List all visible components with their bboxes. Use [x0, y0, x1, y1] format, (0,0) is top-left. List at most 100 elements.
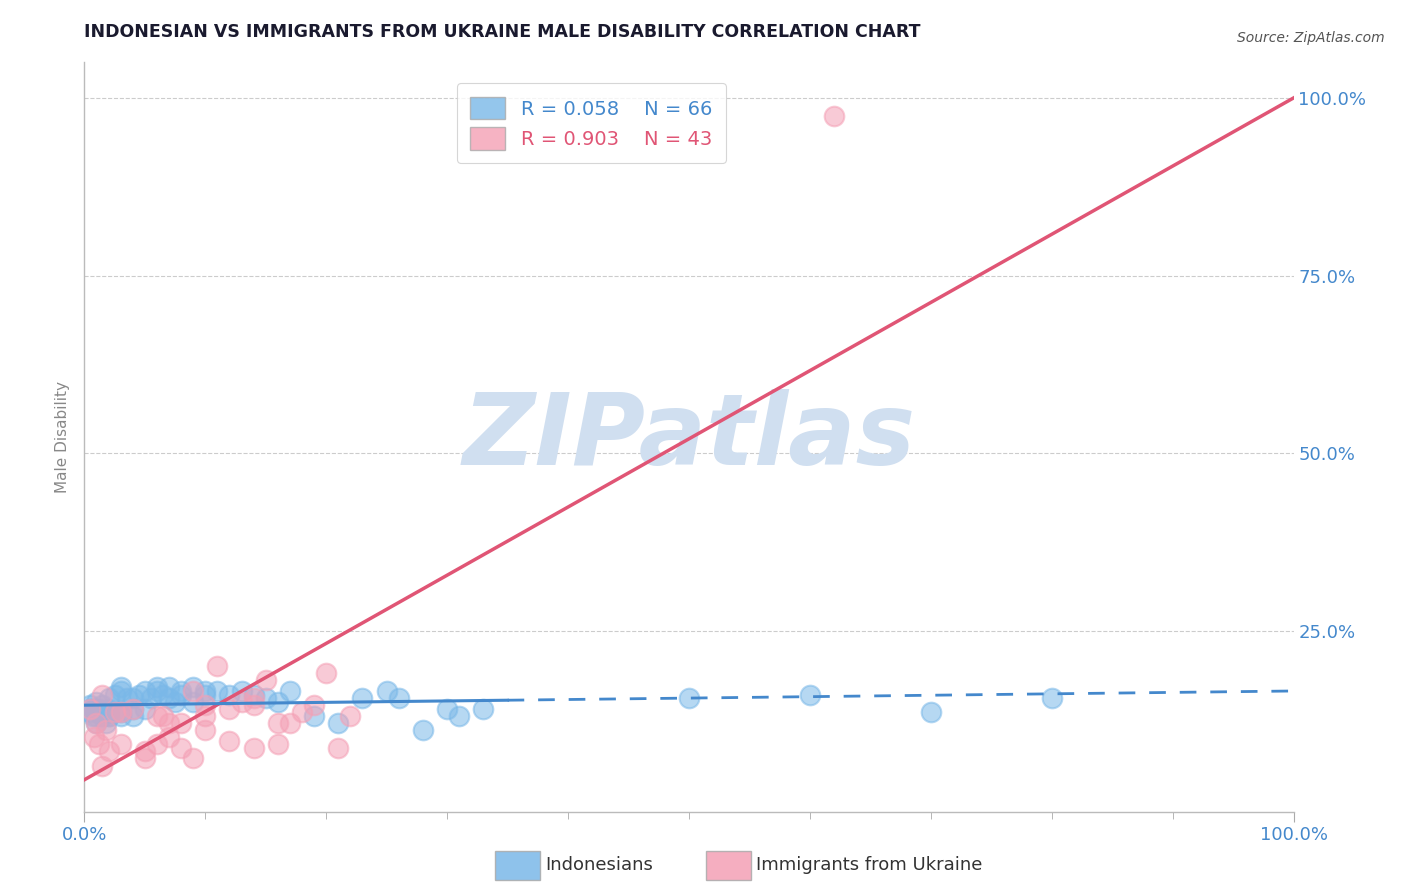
Point [91, 709, 114, 723]
Point [181, 681, 204, 695]
Point [97, 706, 120, 720]
Point [139, 691, 162, 706]
Point [86, 715, 108, 730]
Point [134, 744, 156, 758]
Y-axis label: Male Disability: Male Disability [55, 381, 70, 493]
Point [146, 737, 169, 751]
Point [87, 737, 110, 751]
Point [121, 691, 143, 706]
Point [218, 733, 240, 747]
Point [315, 666, 337, 681]
Point [79, 702, 101, 716]
Text: Indonesians: Indonesians [546, 856, 654, 874]
Point [121, 702, 143, 716]
Point [207, 659, 229, 673]
Point [242, 688, 264, 702]
Point [472, 702, 495, 716]
Point [91, 698, 114, 713]
Point [157, 715, 180, 730]
Point [94, 723, 117, 737]
Point [218, 688, 240, 702]
Point [79, 702, 101, 716]
Point [302, 698, 325, 713]
Point [242, 691, 264, 706]
Point [128, 688, 150, 702]
Point [328, 740, 350, 755]
Point [231, 684, 253, 698]
Point [242, 698, 264, 713]
Text: Source: ZipAtlas.com: Source: ZipAtlas.com [1237, 31, 1385, 45]
Point [104, 706, 127, 720]
Point [291, 706, 314, 720]
Point [352, 691, 374, 706]
Text: ZIPatlas: ZIPatlas [463, 389, 915, 485]
Point [278, 715, 301, 730]
Point [194, 688, 217, 702]
Point [170, 684, 193, 698]
Point [412, 723, 434, 737]
Point [104, 688, 127, 702]
Point [181, 684, 204, 698]
Point [97, 709, 120, 723]
Point [121, 709, 143, 723]
Text: INDONESIAN VS IMMIGRANTS FROM UKRAINE MALE DISABILITY CORRELATION CHART: INDONESIAN VS IMMIGRANTS FROM UKRAINE MA… [84, 23, 921, 41]
Point [146, 684, 169, 698]
Point [146, 709, 169, 723]
Point [328, 715, 350, 730]
Point [920, 706, 942, 720]
Point [170, 688, 193, 702]
Point [87, 702, 110, 716]
Text: Immigrants from Ukraine: Immigrants from Ukraine [756, 856, 983, 874]
Point [97, 744, 120, 758]
Point [207, 684, 229, 698]
Point [799, 688, 821, 702]
Point [91, 758, 114, 772]
Point [110, 737, 132, 751]
Point [449, 709, 471, 723]
Point [97, 691, 120, 706]
Point [152, 688, 174, 702]
Point [104, 706, 127, 720]
Point [79, 698, 101, 713]
Point [165, 695, 187, 709]
Point [823, 109, 845, 123]
Point [181, 695, 204, 709]
Point [436, 702, 458, 716]
Point [115, 691, 138, 706]
Point [97, 702, 120, 716]
Point [278, 684, 301, 698]
Point [157, 691, 180, 706]
Point [83, 702, 105, 716]
Point [157, 730, 180, 744]
Point [194, 723, 217, 737]
Point [86, 709, 108, 723]
Point [83, 730, 105, 744]
Point [134, 684, 156, 698]
Point [267, 715, 290, 730]
Point [170, 740, 193, 755]
Point [91, 706, 114, 720]
Point [254, 673, 277, 688]
Point [267, 695, 290, 709]
Point [86, 702, 108, 716]
Legend: R = 0.058    N = 66, R = 0.903    N = 43: R = 0.058 N = 66, R = 0.903 N = 43 [457, 83, 725, 163]
Point [110, 709, 132, 723]
Point [194, 684, 217, 698]
Point [242, 740, 264, 755]
Point [194, 709, 217, 723]
Point [94, 715, 117, 730]
Point [110, 706, 132, 720]
Point [181, 751, 204, 765]
Point [152, 709, 174, 723]
Point [339, 709, 361, 723]
Point [110, 706, 132, 720]
Point [1040, 691, 1063, 706]
Point [134, 702, 156, 716]
Point [231, 695, 253, 709]
Point [302, 709, 325, 723]
Point [110, 681, 132, 695]
Point [388, 691, 411, 706]
Point [375, 684, 398, 698]
Point [91, 709, 114, 723]
Point [157, 681, 180, 695]
